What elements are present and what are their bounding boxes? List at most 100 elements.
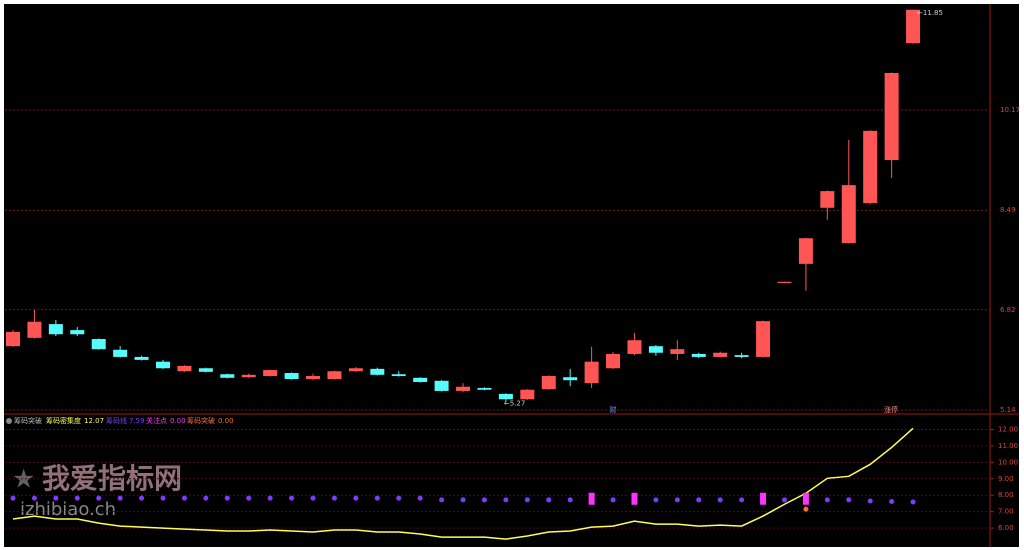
candle-body [6, 331, 20, 347]
indicator-dot [331, 495, 337, 501]
candle-body [863, 130, 878, 204]
indicator-dot [246, 495, 252, 501]
candle-body [841, 185, 856, 243]
candle-body [520, 389, 535, 400]
candle-body [198, 368, 213, 372]
indicator-stick [588, 492, 595, 505]
legend-label: 筹码线 [106, 416, 127, 425]
candle-body [434, 380, 449, 391]
indicator-dot [717, 497, 723, 503]
high-label: ←11.85 [917, 9, 943, 17]
y-tick-label: 8.00 [998, 491, 1014, 499]
indicator-dot [53, 495, 59, 501]
indicator-dot [267, 495, 273, 501]
candle-body [541, 376, 556, 390]
indicator-dot [96, 495, 102, 501]
indicator-dot [310, 495, 316, 501]
indicator-dot [889, 498, 895, 504]
y-tick-label: 10.00 [998, 458, 1018, 466]
legend-value: 0.00 [218, 417, 234, 425]
candle-body [177, 365, 192, 372]
candle-body [498, 393, 513, 400]
indicator-dot [439, 497, 445, 503]
candle-body [798, 238, 813, 264]
y-tick-label: 6.00 [998, 524, 1014, 532]
candle-body [391, 374, 406, 377]
indicator-dot [224, 495, 230, 501]
legend-label: 筹码突破 [187, 416, 215, 425]
candle-body [70, 330, 85, 335]
candle-body [777, 281, 792, 283]
y-tick-label: 6.82 [1000, 306, 1016, 314]
candle-body [306, 376, 321, 379]
indicator-dot [203, 495, 209, 501]
candle-body [413, 377, 428, 382]
candle-body [91, 339, 106, 350]
watermark-star: ★ [12, 465, 35, 495]
candle-body [263, 370, 278, 377]
indicator-dot [481, 497, 487, 503]
indicator-dot [867, 498, 873, 504]
legend-value: 0.00 [170, 417, 186, 425]
y-tick-label: 10.17 [1000, 106, 1020, 114]
candle-body [156, 361, 171, 369]
candle-body [606, 353, 621, 369]
watermark-url: izhibiao.ch [20, 499, 116, 520]
candle-body [820, 191, 835, 208]
indicator-dot [289, 495, 295, 501]
legend-label: 筹码密集度 [46, 416, 81, 425]
candle-body [906, 9, 921, 44]
indicator-dot [460, 497, 466, 503]
candle-body [670, 349, 685, 354]
indicator-dot [117, 495, 123, 501]
candle-body [134, 356, 149, 360]
indicator-dot [31, 495, 37, 501]
indicator-dot [610, 497, 616, 503]
y-tick-label: 5.14 [1000, 406, 1016, 414]
indicator-dot [674, 497, 680, 503]
candle-body [327, 371, 342, 379]
indicator-dot [546, 497, 552, 503]
indicator-dot [139, 495, 145, 501]
candle-body [648, 346, 663, 353]
indicator-stick [760, 492, 767, 505]
candle-body [756, 321, 771, 357]
candle-body [563, 377, 578, 381]
indicator-dot [653, 497, 659, 503]
indicator-dot [181, 495, 187, 501]
event-marker: 涨停 [884, 405, 898, 414]
indicator-dot [824, 497, 830, 503]
candle-body [27, 321, 42, 338]
indicator-dot [910, 499, 916, 505]
indicator-dot [567, 497, 573, 503]
candle-body [734, 355, 749, 357]
event-marker: 财 [610, 405, 617, 414]
indicator-dot [10, 495, 16, 501]
low-label: ←5.27 [504, 399, 525, 407]
indicator-dot [781, 497, 787, 503]
candle-body [113, 349, 128, 357]
candle-body [713, 352, 728, 357]
candle-body [627, 340, 642, 354]
candle-body [584, 361, 599, 384]
y-tick-label: 8.49 [1000, 206, 1016, 214]
legend-label: 关注点 [146, 416, 167, 425]
indicator-dot [524, 497, 530, 503]
candle-body [284, 373, 299, 379]
candle-body [348, 368, 363, 372]
indicator-dot [803, 506, 809, 512]
indicator-line [12, 427, 914, 540]
y-tick-label: 9.00 [998, 475, 1014, 483]
indicator-dot [74, 495, 80, 501]
candle-body [884, 73, 899, 161]
legend-value: 7.59 [129, 417, 145, 425]
indicator-dot [846, 497, 852, 503]
indicator-dot [353, 495, 359, 501]
indicator-dot [396, 495, 402, 501]
candle-body [477, 387, 492, 390]
candle-body [691, 353, 706, 357]
indicator-stick [802, 492, 809, 505]
indicator-dot [696, 497, 702, 503]
indicator-title: 筹码突破 [14, 416, 42, 425]
candle-body [370, 368, 385, 375]
